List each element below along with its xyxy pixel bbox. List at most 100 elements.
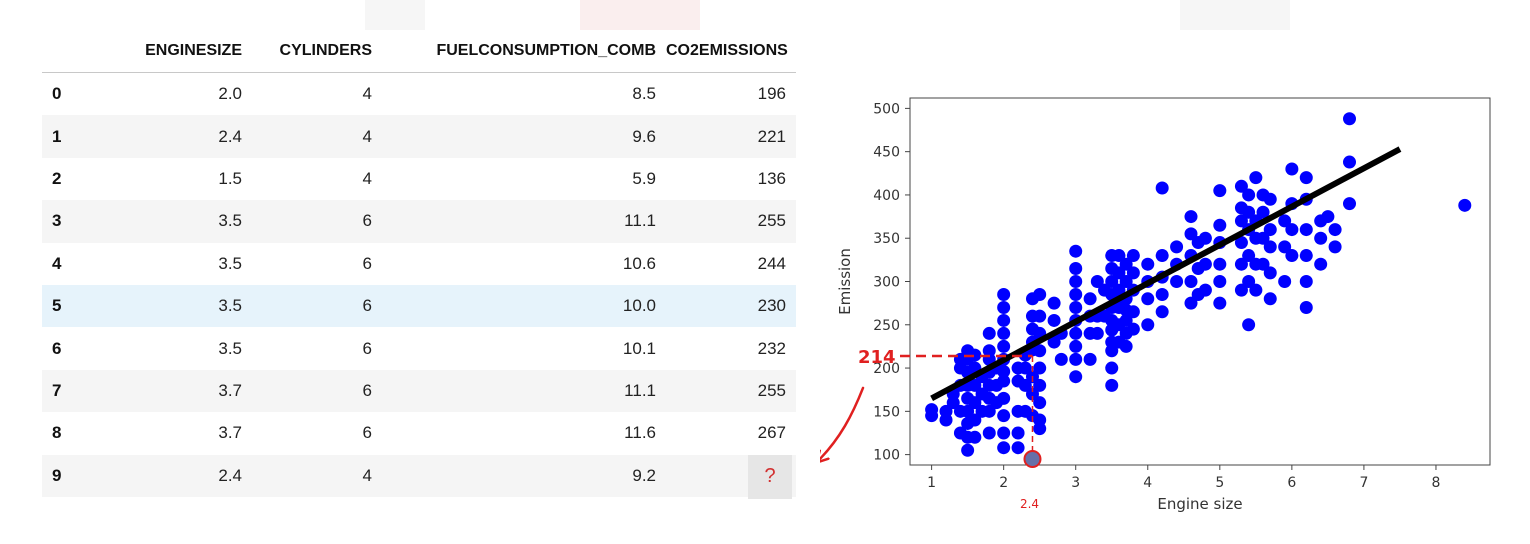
row-index: 5	[42, 284, 82, 328]
data-point	[1314, 257, 1328, 271]
data-point	[925, 403, 939, 417]
data-point	[1126, 305, 1140, 319]
data-point	[1033, 413, 1047, 427]
data-point	[1170, 240, 1184, 254]
table-cell-co2: 196	[757, 84, 786, 104]
data-point	[997, 313, 1011, 327]
table-cell-co2: 255	[666, 200, 796, 243]
data-point	[1242, 205, 1256, 219]
table-cell-fuel: 11.1	[382, 369, 666, 413]
data-point	[1278, 214, 1292, 228]
y-tick-label: 300	[873, 275, 900, 291]
data-point	[1033, 309, 1047, 323]
table-cell-fuel: 10.6	[622, 253, 656, 273]
table-cell-fuel: 10.1	[622, 338, 656, 358]
data-point	[1069, 287, 1083, 301]
data-point	[1069, 352, 1083, 366]
column-header: ENGINESIZE	[82, 30, 252, 73]
data-point	[1263, 240, 1277, 254]
data-point	[1069, 300, 1083, 314]
data-point	[1069, 244, 1083, 258]
data-point	[939, 404, 953, 418]
data-point	[1011, 441, 1025, 455]
data-point	[1256, 257, 1270, 271]
table-cell-fuel: 11.6	[624, 423, 656, 443]
data-point	[1213, 296, 1227, 310]
y-tick-label: 150	[873, 404, 900, 420]
data-point	[1263, 266, 1277, 280]
data-point	[1047, 313, 1061, 327]
column-header	[42, 30, 82, 73]
row-index: 6	[52, 338, 62, 358]
data-point	[1184, 210, 1198, 224]
data-point	[1069, 326, 1083, 340]
data-point	[1033, 287, 1047, 301]
data-point	[1069, 339, 1083, 353]
x-tick-label: 3	[1071, 475, 1080, 491]
table-cell-fuel: 9.6	[382, 115, 666, 158]
data-point	[1198, 257, 1212, 271]
y-tick-label: 450	[873, 145, 900, 161]
data-point	[1033, 344, 1047, 358]
table-cell-enginesize: 3.7	[218, 423, 242, 443]
data-point	[1033, 361, 1047, 375]
background-decoration	[365, 0, 425, 30]
data-point	[982, 404, 996, 418]
row-index: 0	[52, 84, 62, 104]
data-point	[961, 404, 975, 418]
data-point	[1119, 339, 1133, 353]
row-index: 1	[42, 115, 82, 158]
prediction-x-label: 2.4	[1020, 497, 1039, 511]
data-point	[968, 378, 982, 392]
table-cell-enginesize: 2.4	[82, 115, 252, 158]
x-tick-label: 4	[1143, 475, 1152, 491]
data-point	[982, 326, 996, 340]
data-point	[1285, 249, 1299, 263]
data-point	[1033, 396, 1047, 410]
data-point	[1234, 236, 1248, 250]
table-cell-enginesize: 3.5	[218, 253, 242, 273]
data-point	[997, 409, 1011, 423]
data-point	[1090, 326, 1104, 340]
table-cell-enginesize: 2.0	[218, 84, 242, 104]
data-point	[1285, 223, 1299, 237]
table-cell-enginesize: 2.4	[82, 454, 252, 497]
data-point	[1242, 318, 1256, 332]
y-tick-label: 350	[873, 231, 900, 247]
table-row: 7 3.7 6 11.1 255	[42, 369, 796, 413]
background-decoration	[580, 0, 700, 30]
data-point	[1119, 275, 1133, 288]
table-row: 0 2.0 4 8.5 196	[42, 73, 796, 116]
table-cell-fuel: 8.5	[632, 84, 656, 104]
data-point	[1105, 275, 1119, 288]
data-point	[1263, 292, 1277, 306]
x-tick-label: 1	[927, 475, 936, 491]
data-point	[968, 396, 982, 410]
data-point	[1242, 275, 1256, 288]
data-point	[1299, 171, 1313, 185]
data-point	[1213, 257, 1227, 271]
data-point	[1126, 322, 1140, 336]
table-cell-cylinders: 6	[362, 253, 372, 273]
data-point	[1299, 249, 1313, 263]
column-header: CO2EMISSIONS	[666, 30, 796, 73]
data-point	[1299, 223, 1313, 237]
data-point	[1112, 266, 1126, 280]
data-point	[1249, 283, 1263, 297]
x-tick-label: 7	[1359, 475, 1368, 491]
row-index: 8	[52, 423, 62, 443]
x-tick-label: 5	[1215, 475, 1224, 491]
data-point	[1083, 352, 1097, 366]
table-cell-co2: 136	[757, 168, 786, 188]
data-point	[997, 374, 1011, 388]
data-point	[1047, 296, 1061, 310]
table-row: 5 3.5 6 10.0 230	[42, 284, 796, 328]
data-point	[1112, 283, 1126, 297]
table-row: 3 3.5 6 11.1 255	[42, 200, 796, 243]
data-point	[1234, 283, 1248, 297]
data-point	[1090, 275, 1104, 288]
data-point	[1213, 218, 1227, 232]
x-tick-label: 6	[1287, 475, 1296, 491]
data-point	[968, 430, 982, 444]
row-index: 9	[42, 454, 82, 497]
